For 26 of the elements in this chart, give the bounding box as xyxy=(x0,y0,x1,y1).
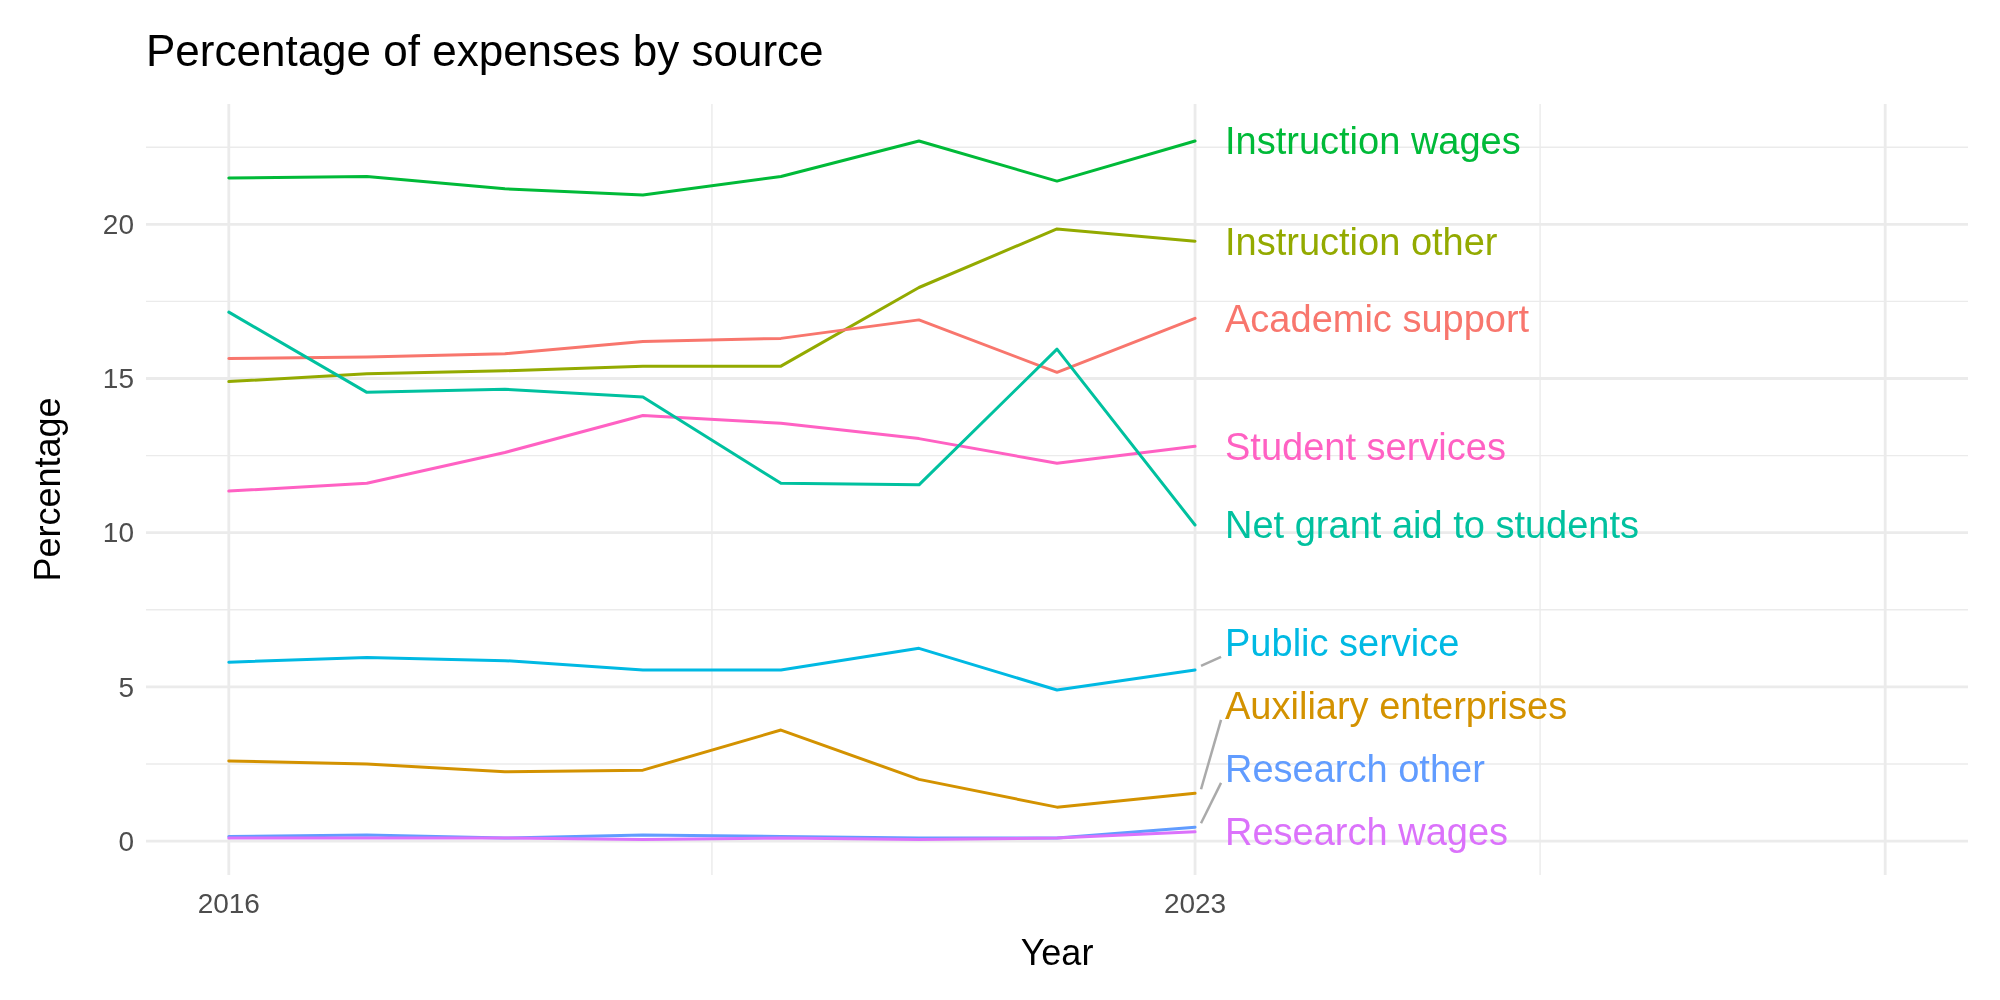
line-series xyxy=(227,227,1197,384)
chart-title: Percentage of expenses by source xyxy=(146,26,824,75)
y-tick-label: 5 xyxy=(118,671,134,703)
line-series xyxy=(227,413,1197,493)
x-tick-label: 2023 xyxy=(1163,888,1227,919)
series-label: Auxiliary enterprises xyxy=(1225,685,1568,728)
series-label: Student services xyxy=(1225,425,1506,468)
series-label: Academic support xyxy=(1225,297,1530,340)
y-tick-label: 20 xyxy=(102,209,134,241)
y-tick-label: 0 xyxy=(118,825,134,857)
line-series xyxy=(227,139,1197,197)
series-label: Public service xyxy=(1225,622,1460,665)
line-series xyxy=(227,310,1197,527)
series-label: Research other xyxy=(1225,748,1486,791)
series-label: Net grant aid to students xyxy=(1225,504,1640,547)
line-series xyxy=(227,646,1197,692)
series-label: Instruction wages xyxy=(1225,120,1521,163)
line-series xyxy=(227,316,1197,374)
y-tick-label: 10 xyxy=(102,517,134,549)
line-series xyxy=(227,728,1197,809)
y-axis-title: Percentage xyxy=(27,397,68,582)
series-label: Research wages xyxy=(1225,811,1509,854)
x-axis-title: Year xyxy=(1020,932,1094,973)
y-tick-label: 15 xyxy=(102,363,134,395)
x-tick-label: 2016 xyxy=(197,888,260,919)
series-label: Instruction other xyxy=(1225,220,1498,263)
